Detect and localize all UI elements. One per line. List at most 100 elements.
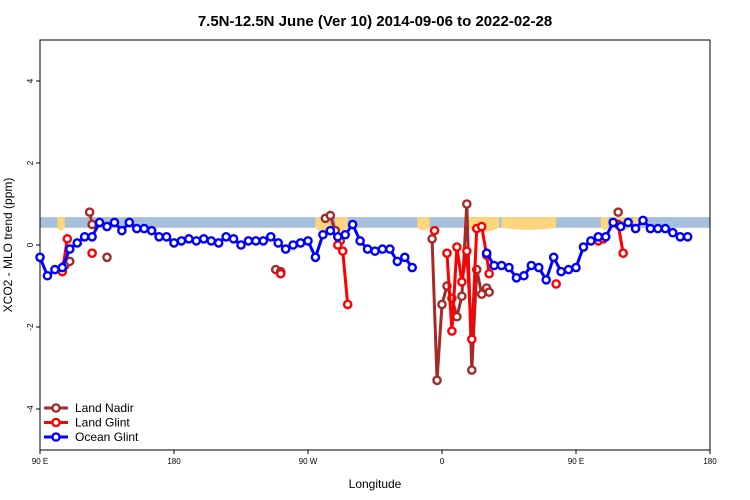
data-point [102, 221, 112, 232]
series-line [38, 220, 414, 278]
data-point [251, 236, 261, 246]
data-point [206, 236, 217, 246]
data-point [623, 217, 633, 228]
data-point [332, 231, 343, 242]
data-point [541, 275, 552, 285]
x-tick-label: 180 [167, 457, 181, 466]
data-point [79, 231, 90, 242]
data-point [447, 326, 457, 336]
y-tick-label: 2 [26, 160, 35, 165]
series-ocean-glint [35, 215, 693, 285]
data-point [399, 252, 410, 263]
data-point [184, 234, 194, 244]
data-point [280, 244, 291, 254]
data-point [325, 225, 336, 236]
data-point [551, 279, 561, 289]
data-point [340, 229, 351, 240]
x-tick-label: 90 E [568, 457, 584, 466]
data-point [42, 270, 53, 281]
data-point [462, 199, 472, 209]
data-point [273, 238, 284, 248]
data-point [161, 231, 172, 242]
data-point [50, 264, 60, 275]
data-point [533, 262, 544, 273]
data-point [608, 217, 619, 228]
data-point [377, 244, 388, 254]
data-point [613, 207, 623, 217]
data-point [392, 256, 403, 267]
data-point [496, 260, 507, 271]
y-tick-label: 0 [26, 242, 35, 247]
data-point [94, 217, 105, 228]
data-point [682, 231, 693, 242]
data-point [275, 268, 286, 279]
ocean-band [40, 217, 710, 228]
land-band-segment [57, 217, 65, 231]
data-point [519, 270, 529, 281]
legend-marker [51, 403, 61, 413]
data-point [109, 217, 120, 228]
data-point [213, 238, 224, 248]
data-point [645, 223, 656, 234]
data-point [64, 244, 75, 254]
data-point [385, 244, 395, 254]
data-point [481, 248, 492, 258]
data-point [342, 299, 353, 310]
data-point [511, 272, 522, 283]
data-point [484, 268, 494, 279]
data-point [146, 225, 157, 236]
data-point [370, 246, 380, 256]
data-point [347, 219, 358, 230]
data-point [318, 229, 328, 240]
data-point [35, 252, 45, 263]
data-point [476, 221, 487, 232]
data-point [675, 231, 686, 242]
data-point [489, 260, 499, 271]
y-tick-label: 4 [26, 78, 35, 83]
data-point [139, 223, 150, 234]
plot-frame [39, 39, 711, 451]
x-axis-label: Longitude [349, 477, 402, 491]
legend-label: Ocean Glint [75, 430, 139, 444]
series-line [445, 225, 491, 341]
data-point [221, 231, 231, 242]
legend-label: Land Nadir [75, 401, 134, 415]
data-point [62, 234, 73, 244]
data-point [102, 252, 112, 263]
data-point [504, 262, 514, 273]
y-axis-label: XCO2 - MLO trend (ppm) [1, 178, 15, 313]
data-point [432, 375, 442, 386]
data-point [258, 236, 269, 246]
data-point [452, 242, 462, 252]
data-point [87, 248, 97, 258]
data-point [556, 266, 566, 277]
data-point [176, 236, 187, 246]
data-point [484, 287, 494, 297]
data-point [638, 215, 648, 226]
legend-marker [51, 432, 61, 442]
data-point [427, 234, 437, 244]
data-point [362, 244, 373, 254]
data-point [442, 248, 452, 258]
data-point [198, 234, 209, 244]
data-point [466, 365, 477, 375]
legend-marker [51, 417, 61, 428]
y-tick-label: -4 [26, 405, 35, 413]
axis-ticks: 90 E 180 90 W 0 90 E 180 -4 -2 0 2 4 [26, 78, 717, 466]
data-point [548, 252, 559, 263]
data-point [295, 238, 306, 248]
y-tick-label: -2 [26, 323, 35, 331]
data-point [117, 225, 127, 236]
data-point [429, 225, 440, 236]
series-group [35, 199, 693, 386]
legend-label: Land Glint [75, 416, 130, 430]
data-point [526, 260, 537, 271]
data-point [154, 231, 164, 242]
data-point [600, 231, 611, 242]
data-point [462, 246, 472, 256]
data-point [660, 223, 671, 234]
land-band-segment [501, 217, 557, 230]
data-point [191, 236, 202, 246]
data-point [630, 223, 641, 234]
